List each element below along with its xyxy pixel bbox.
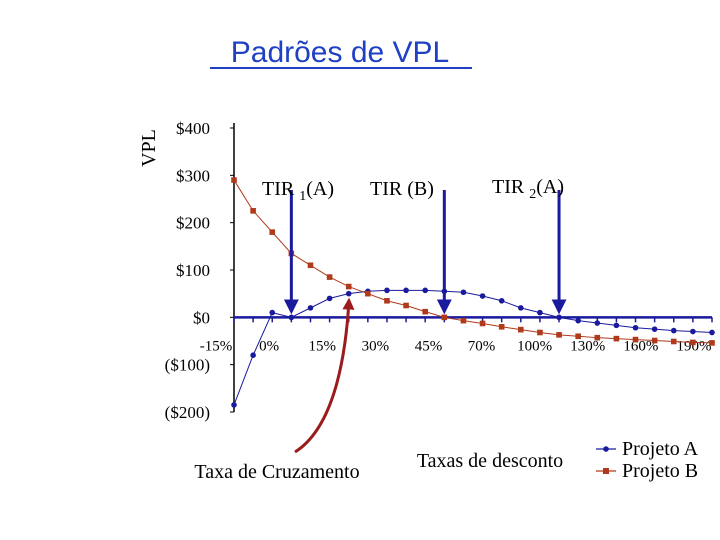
projeto-b-point bbox=[307, 262, 314, 269]
x-axis-label: Taxas de desconto bbox=[417, 450, 563, 472]
tir2a-label: TIR 2(A) bbox=[492, 176, 564, 202]
y-tick-label: $0 bbox=[193, 308, 210, 327]
projeto-a-point bbox=[231, 402, 237, 408]
y-tick-label: $300 bbox=[176, 166, 210, 185]
projeto-b-line bbox=[233, 179, 713, 344]
projeto-a-point bbox=[670, 327, 677, 334]
projeto-a-point bbox=[575, 317, 581, 324]
projeto-b-point bbox=[498, 324, 505, 330]
projeto-a-point bbox=[556, 314, 562, 321]
projeto-a-line bbox=[233, 289, 713, 406]
tir1a-label: TIR 1(A) bbox=[262, 178, 334, 204]
y-tick-label: ($100) bbox=[165, 356, 210, 375]
projeto-b-point bbox=[250, 208, 256, 214]
crossover-label: Taxa de Cruzamento bbox=[194, 461, 359, 483]
x-tick-label: 130% bbox=[570, 338, 605, 354]
projeto-a-legend-marker bbox=[603, 446, 609, 452]
projeto-b-point bbox=[403, 302, 409, 309]
y-axis-label: VPL bbox=[138, 129, 160, 167]
projeto-b-point bbox=[537, 329, 543, 336]
y-axis-ticks: $400 $300 $200 $100 $0 ($100) ($200) bbox=[165, 119, 235, 422]
projeto-b-point bbox=[384, 297, 390, 304]
projeto-b-point bbox=[231, 177, 237, 183]
projeto-a-point bbox=[594, 320, 601, 326]
projeto-a-point bbox=[651, 326, 658, 332]
projeto-a-point bbox=[403, 287, 409, 294]
series-layer bbox=[231, 177, 715, 408]
x-tick-label: 45% bbox=[415, 338, 443, 354]
projeto-a-point bbox=[250, 352, 256, 359]
projeto-b-point bbox=[709, 340, 715, 346]
y-tick-label: $200 bbox=[176, 214, 210, 233]
projeto-a-point bbox=[518, 305, 524, 311]
projeto-a-point bbox=[632, 324, 639, 331]
projeto-b-point bbox=[556, 332, 562, 338]
chart-title: Padrões de VPL bbox=[231, 36, 449, 69]
x-tick-label: 100% bbox=[517, 338, 552, 354]
y-tick-label: ($200) bbox=[165, 403, 210, 422]
projeto-b-point bbox=[690, 339, 696, 346]
projeto-a-point bbox=[345, 290, 352, 297]
projeto-b-point bbox=[632, 336, 639, 343]
projeto-b-point bbox=[651, 337, 658, 344]
projeto-a-point bbox=[479, 293, 486, 299]
projeto-b-point bbox=[594, 334, 601, 341]
x-axis: -15% 0% 15% 30% 45% 70% 100% 130% 160% 190% bbox=[200, 316, 713, 354]
projeto-b-point bbox=[575, 333, 581, 340]
tirb-label: TIR (B) bbox=[370, 178, 434, 200]
x-tick-label: 30% bbox=[362, 338, 390, 354]
projeto-a-point bbox=[613, 322, 620, 329]
projeto-b-point bbox=[479, 320, 486, 327]
projeto-a-point bbox=[269, 309, 276, 316]
projeto-b-point bbox=[613, 335, 620, 342]
projeto-b-point bbox=[441, 314, 448, 321]
projeto-a-point bbox=[537, 309, 543, 316]
projeto-a-legend-label: Projeto A bbox=[622, 438, 699, 460]
projeto-b-point bbox=[670, 338, 677, 345]
projeto-b-point bbox=[326, 274, 333, 280]
projeto-b-point bbox=[345, 283, 352, 290]
projeto-a-point bbox=[384, 287, 390, 294]
projeto-b-legend-marker bbox=[603, 468, 609, 474]
projeto-a-point bbox=[326, 295, 333, 302]
projeto-a-point bbox=[307, 305, 314, 311]
projeto-a-point bbox=[422, 287, 429, 294]
x-tick-label: 160% bbox=[623, 338, 658, 354]
projeto-b-point bbox=[518, 326, 524, 333]
projeto-a-point bbox=[288, 314, 295, 321]
projeto-b-point bbox=[365, 290, 371, 297]
projeto-b-point bbox=[460, 317, 467, 324]
projeto-b-point bbox=[269, 229, 276, 235]
x-tick-label: -15% bbox=[200, 338, 233, 354]
x-tick-label: 15% bbox=[308, 338, 336, 354]
projeto-a-point bbox=[460, 289, 467, 296]
projeto-a-point bbox=[709, 329, 715, 336]
projeto-a-point bbox=[498, 297, 505, 304]
projeto-a-point bbox=[690, 328, 696, 335]
projeto-b-legend-label: Projeto B bbox=[622, 460, 698, 482]
annotation-layer: TIR 1(A) TIR (B) TIR 2(A) bbox=[262, 176, 567, 454]
y-tick-label: $400 bbox=[176, 119, 210, 138]
projeto-b-point bbox=[422, 308, 428, 315]
y-tick-label: $100 bbox=[176, 261, 210, 280]
x-tick-label: 70% bbox=[468, 338, 496, 354]
crossover-arrow bbox=[294, 297, 355, 454]
x-tick-label: 0% bbox=[259, 338, 279, 354]
